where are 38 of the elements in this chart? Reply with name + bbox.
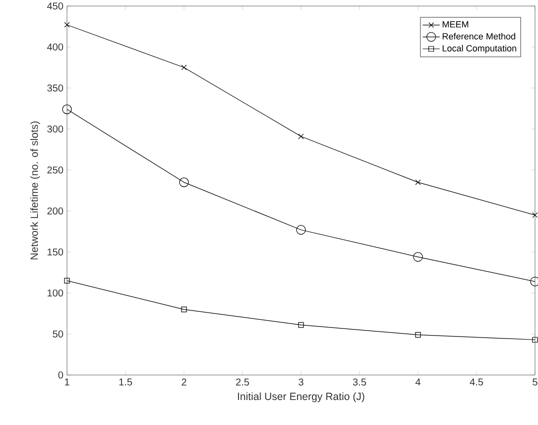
y-tick-label: 200	[47, 207, 64, 215]
y-tick-label: 250	[47, 166, 64, 174]
point	[181, 64, 187, 70]
point	[296, 225, 306, 235]
y-tick-label: 100	[48, 289, 64, 297]
point	[415, 332, 421, 338]
y-tick-label: 300	[47, 125, 64, 133]
y-tick-label: 450	[47, 2, 64, 10]
point	[532, 336, 538, 343]
x-tick-label: 2	[182, 378, 186, 386]
x-tick-label: 2.5	[236, 378, 250, 386]
y-tick-label: 350	[47, 84, 64, 92]
x-tick-label: 3	[298, 378, 304, 386]
legend-label: Local Computation	[442, 44, 516, 54]
point	[181, 306, 187, 312]
x-axis-title: Initial User Energy Ratio (J)	[238, 392, 364, 402]
point	[298, 322, 304, 328]
point	[532, 212, 538, 218]
point	[64, 278, 70, 284]
point	[415, 180, 421, 186]
x-tick-label: 3.5	[352, 378, 366, 386]
point	[64, 22, 70, 28]
point	[298, 134, 304, 140]
y-tick-label: 400	[47, 43, 64, 51]
y-tick-label: 0	[58, 371, 64, 379]
y-axis-title: Network Lifetime (no. of slots)	[30, 122, 40, 260]
y-tick-label: 50	[52, 330, 64, 338]
x-tick-label: 1	[64, 378, 70, 386]
point	[413, 252, 423, 262]
x-tick-label: 1.5	[119, 378, 132, 386]
x-tick-label: 5	[532, 378, 538, 386]
x-tick-label: 4.5	[470, 378, 484, 386]
y-tick-label: 150	[48, 248, 64, 256]
legend-label: Reference Method	[442, 32, 516, 40]
point	[62, 104, 72, 114]
legend-label: MEEM	[442, 21, 468, 28]
point	[179, 177, 189, 188]
x-tick-label: 4	[415, 378, 420, 386]
